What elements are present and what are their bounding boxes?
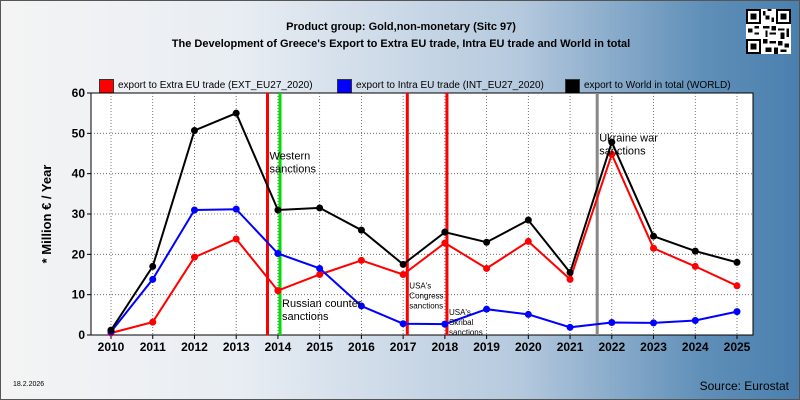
x-tick-label: 2017 [390, 340, 417, 354]
event-label: Congress [409, 292, 443, 301]
series-0-point [608, 150, 616, 158]
series-0-point [274, 287, 282, 295]
chart-title: The Development of Greece's Export to Ex… [171, 38, 631, 50]
series-0-point [524, 237, 532, 245]
legend-label-extra-eu: export to Extra EU trade (EXT_EU27_2020) [118, 80, 313, 91]
x-tick-label: 2010 [98, 340, 125, 354]
series-2-point [357, 226, 365, 234]
series-1-point [566, 323, 574, 331]
y-tick-label: 40 [72, 167, 86, 181]
series-0-point [232, 235, 240, 243]
series-1-point [190, 206, 198, 214]
series-2-point [316, 204, 324, 212]
qr-code-icon [746, 9, 791, 54]
event-label: sanctions [409, 302, 443, 311]
event-label: Ukraine war [599, 132, 658, 144]
series-2-point [650, 232, 658, 240]
series-0-point [190, 253, 198, 261]
legend-label-world: export to World in total (WORLD) [584, 80, 731, 91]
series-2-point [608, 138, 616, 146]
series-2-point [149, 262, 157, 270]
series-1-point [441, 320, 449, 328]
series-1-point [524, 310, 532, 318]
y-axis-label: * Million € / Year [39, 165, 54, 264]
series-2-point [399, 260, 407, 268]
series-line-1 [110, 208, 738, 333]
y-tick-label: 30 [72, 207, 86, 221]
series-1-point [357, 302, 365, 310]
series-1-point [733, 308, 741, 316]
y-tick-label: 50 [72, 126, 86, 140]
series-0-point [566, 275, 574, 283]
series-2-point [733, 258, 741, 266]
series-2-point [274, 206, 282, 214]
series-0-point [357, 256, 365, 264]
x-tick-label: 2024 [682, 340, 709, 354]
x-tick-label: 2023 [640, 340, 667, 354]
series-1-point [399, 320, 407, 328]
series-0-point [316, 271, 324, 278]
series-2-point [691, 247, 699, 255]
series-2-point [441, 228, 449, 236]
series-1-point [232, 205, 240, 213]
event-label: sanctions [599, 145, 646, 157]
x-tick-label: 2015 [306, 340, 333, 354]
series-2-point [107, 326, 115, 334]
series-0-point [650, 244, 658, 252]
x-tick-label: 2020 [515, 340, 542, 354]
series-line-0 [110, 151, 738, 334]
series-1-point [691, 316, 699, 324]
x-tick-label: 2012 [181, 340, 208, 354]
x-tick-label: 2025 [724, 340, 751, 354]
x-tick-label: 2019 [473, 340, 500, 354]
legend-label-intra-eu: export to Intra EU trade (INT_EU27_2020) [356, 80, 544, 91]
series-0-point [483, 264, 491, 272]
x-tick-label: 2021 [557, 340, 584, 354]
x-tick-label: 2022 [598, 340, 625, 354]
series-2-point [524, 216, 532, 224]
series-1-point [650, 319, 658, 327]
series-0-point [441, 239, 449, 247]
series-1-point [316, 264, 324, 272]
x-tick-label: 2013 [223, 340, 250, 354]
series-2-point [190, 127, 198, 135]
series-1-point [483, 305, 491, 313]
date-stamp: 18.2.2026 [13, 381, 45, 388]
chart-subtitle: Product group: Gold,non-monetary (Sitc 9… [286, 21, 516, 33]
series-1-point [608, 318, 616, 326]
series-2-point [232, 109, 240, 117]
event-label: Western [270, 151, 311, 163]
event-label: USA's [449, 308, 471, 317]
event-label: Russian counter [282, 298, 362, 310]
event-label: sanctions [270, 164, 317, 176]
x-tick-label: 2018 [432, 340, 459, 354]
event-label: sanctions [449, 328, 483, 337]
series-0-point [149, 318, 157, 326]
x-tick-label: 2016 [348, 340, 375, 354]
event-label: USA's [409, 282, 431, 291]
x-tick-label: 2011 [140, 340, 166, 354]
series-2-point [483, 238, 491, 246]
series-0-point [399, 271, 407, 278]
series-1-point [274, 250, 282, 258]
event-label: sanctions [282, 311, 329, 323]
y-tick-label: 10 [72, 288, 86, 302]
y-tick-label: 60 [72, 86, 86, 100]
source-note: Source: Eurostat [699, 379, 789, 393]
y-tick-label: 20 [72, 247, 86, 261]
series-0-point [691, 262, 699, 270]
event-label: Skribal [449, 318, 474, 327]
series-0-point [733, 282, 741, 290]
y-tick-label: 0 [78, 328, 85, 342]
series-1-point [149, 275, 157, 283]
series-2-point [566, 268, 574, 276]
series-line-2 [110, 111, 738, 331]
x-tick-label: 2014 [265, 340, 292, 354]
